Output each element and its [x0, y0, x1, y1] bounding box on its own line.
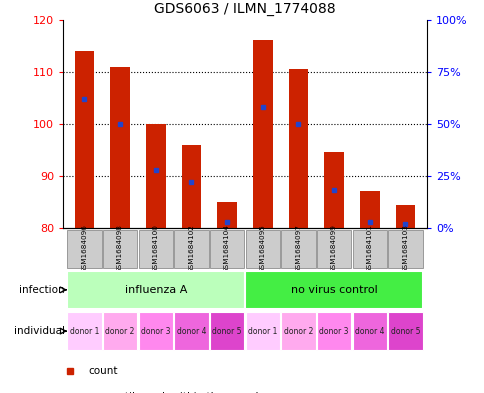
- FancyBboxPatch shape: [67, 230, 101, 268]
- FancyBboxPatch shape: [66, 271, 244, 309]
- FancyBboxPatch shape: [244, 271, 423, 309]
- FancyBboxPatch shape: [245, 312, 279, 350]
- Bar: [395, 204, 414, 228]
- Text: GSM1684098: GSM1684098: [117, 224, 123, 273]
- Text: GSM1684101: GSM1684101: [366, 224, 372, 273]
- Bar: [324, 152, 343, 228]
- Text: percentile rank within the sample: percentile rank within the sample: [88, 391, 264, 393]
- Bar: [110, 66, 130, 228]
- Bar: [359, 191, 379, 228]
- Bar: [75, 51, 94, 228]
- Bar: [181, 145, 201, 228]
- Text: GSM1684096: GSM1684096: [81, 224, 87, 273]
- Text: donor 4: donor 4: [354, 327, 384, 336]
- Bar: [288, 69, 308, 228]
- Text: donor 2: donor 2: [283, 327, 313, 336]
- FancyBboxPatch shape: [281, 312, 315, 350]
- Bar: [217, 202, 236, 228]
- Text: GSM1684097: GSM1684097: [295, 224, 301, 273]
- FancyBboxPatch shape: [103, 230, 137, 268]
- Text: GSM1684099: GSM1684099: [331, 224, 336, 273]
- Text: influenza A: influenza A: [124, 285, 186, 295]
- Title: GDS6063 / ILMN_1774088: GDS6063 / ILMN_1774088: [154, 2, 335, 16]
- FancyBboxPatch shape: [103, 312, 137, 350]
- FancyBboxPatch shape: [388, 312, 422, 350]
- FancyBboxPatch shape: [317, 230, 350, 268]
- Text: donor 4: donor 4: [176, 327, 206, 336]
- FancyBboxPatch shape: [67, 312, 101, 350]
- FancyBboxPatch shape: [388, 230, 422, 268]
- Text: no virus control: no virus control: [290, 285, 377, 295]
- FancyBboxPatch shape: [210, 312, 244, 350]
- FancyBboxPatch shape: [174, 312, 208, 350]
- FancyBboxPatch shape: [138, 312, 172, 350]
- Text: infection: infection: [19, 285, 65, 295]
- Text: donor 2: donor 2: [105, 327, 135, 336]
- Bar: [253, 40, 272, 228]
- Bar: [146, 124, 165, 228]
- FancyBboxPatch shape: [174, 230, 208, 268]
- Text: count: count: [88, 366, 118, 376]
- Text: donor 5: donor 5: [212, 327, 242, 336]
- FancyBboxPatch shape: [245, 230, 279, 268]
- FancyBboxPatch shape: [317, 312, 350, 350]
- Text: GSM1684095: GSM1684095: [259, 224, 265, 273]
- Text: GSM1684104: GSM1684104: [224, 224, 229, 273]
- Text: donor 3: donor 3: [318, 327, 348, 336]
- Text: donor 1: donor 1: [247, 327, 277, 336]
- Text: donor 1: donor 1: [70, 327, 99, 336]
- Text: individual: individual: [14, 326, 65, 336]
- Text: GSM1684102: GSM1684102: [188, 224, 194, 273]
- FancyBboxPatch shape: [138, 230, 172, 268]
- FancyBboxPatch shape: [210, 230, 244, 268]
- Text: GSM1684103: GSM1684103: [402, 224, 408, 273]
- FancyBboxPatch shape: [352, 230, 386, 268]
- Text: GSM1684100: GSM1684100: [152, 224, 158, 273]
- Text: donor 3: donor 3: [141, 327, 170, 336]
- Text: donor 5: donor 5: [390, 327, 419, 336]
- FancyBboxPatch shape: [281, 230, 315, 268]
- FancyBboxPatch shape: [352, 312, 386, 350]
